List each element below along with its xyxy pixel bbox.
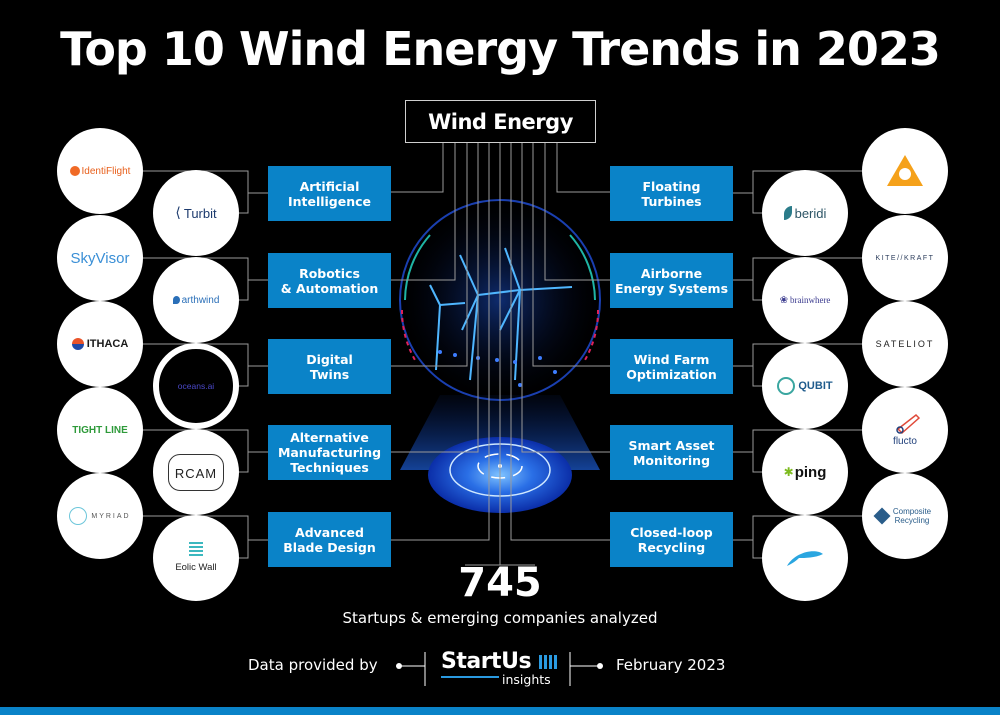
topic-smart-asset-monitoring: Smart Asset Monitoring: [610, 425, 733, 480]
topic-airborne-energy-systems: Airborne Energy Systems: [610, 253, 733, 308]
arthwind-mark-icon: [172, 296, 180, 304]
topic-label: Airborne Energy Systems: [614, 265, 729, 296]
logo-brainwhere: ❀ brainwhere: [762, 257, 848, 343]
qubit-mark-icon: [777, 377, 796, 395]
topic-label: Alternative Manufacturing Techniques: [277, 430, 382, 475]
logo-tight-line: TIGHT LINE: [57, 387, 143, 473]
eolic-wall-mark-icon: [189, 542, 203, 558]
flucto-mark-icon: [896, 413, 920, 434]
topic-closed-loop-recycling: Closed-loop Recycling: [610, 512, 733, 567]
ithaca-mark-icon: [71, 338, 84, 350]
footer-connector-left: [396, 652, 426, 686]
topic-label: Smart Asset Monitoring: [628, 437, 715, 468]
logo-orange-triangle: [862, 128, 948, 214]
logo-skyvisor: SkyVisor: [57, 215, 143, 301]
logo-beridi: beridi: [762, 170, 848, 256]
ping-mark-icon: ✱: [783, 465, 794, 479]
turbit-mark-icon: ⟨: [175, 205, 181, 221]
myriad-mark-icon: [69, 507, 88, 525]
footer: Data provided by StartUs insights Februa…: [0, 649, 1000, 692]
topic-alternative-manufacturing: Alternative Manufacturing Techniques: [268, 425, 391, 480]
logo-ping: ✱ ping: [762, 429, 848, 515]
swoosh-icon: [787, 551, 823, 566]
footer-connector-right: [569, 652, 603, 686]
topic-label: Floating Turbines: [641, 178, 702, 209]
logo-turbit: ⟨ Turbit: [153, 170, 239, 256]
topic-robotics-automation: Robotics & Automation: [268, 253, 391, 308]
brand-underline: [441, 676, 499, 678]
wind-turbine-icon: [429, 247, 573, 381]
logo-eolic-wall: Eolic Wall: [153, 515, 239, 601]
logo-arthwind: arthwind: [153, 257, 239, 343]
report-date: February 2023: [616, 656, 726, 674]
topic-artificial-intelligence: Artificial Intelligence: [268, 166, 391, 221]
topic-label: Robotics & Automation: [280, 265, 379, 296]
bottom-accent-bar: [0, 707, 1000, 715]
logo-ithaca: ITHACA: [57, 301, 143, 387]
page-title: Top 10 Wind Energy Trends in 2023: [60, 22, 941, 76]
logo-oceans-ai: oceans.ai: [153, 343, 239, 429]
logo-identiflight: IdentiFlight: [57, 128, 143, 214]
triangle-logo-icon: [887, 155, 923, 186]
logo-qubit: QUBIT: [762, 343, 848, 429]
logo-composite-recycling: Composite Recycling: [862, 473, 948, 559]
beridi-mark-icon: [783, 206, 792, 220]
topic-label: Wind Farm Optimization: [626, 351, 717, 382]
bar-chart-icon: [539, 655, 557, 669]
topic-floating-turbines: Floating Turbines: [610, 166, 733, 221]
brainwhere-mark-icon: ❀: [779, 294, 788, 306]
data-provided-by: Data provided by: [248, 656, 378, 674]
logo-flucto: flucto: [862, 387, 948, 473]
topic-label: Artificial Intelligence: [287, 178, 372, 209]
brand-name: StartUs: [441, 649, 532, 674]
topic-label: Digital Twins: [306, 351, 353, 382]
logo-myriad: MYRIAD: [57, 473, 143, 559]
identiflight-mark-icon: [69, 166, 80, 176]
topic-digital-twins: Digital Twins: [268, 339, 391, 394]
root-node-wind-energy: Wind Energy: [405, 100, 596, 143]
topic-wind-farm-optimization: Wind Farm Optimization: [610, 339, 733, 394]
startup-count-label: Startups & emerging companies analyzed: [342, 609, 658, 627]
topic-label: Closed-loop Recycling: [630, 524, 713, 555]
startus-insights-logo: StartUs insights: [441, 649, 561, 689]
topic-label: Advanced Blade Design: [283, 524, 376, 555]
logo-blue-swoosh: [762, 515, 848, 601]
logo-kitekraft: KITE//KRAFT: [862, 215, 948, 301]
startup-count: 745: [458, 560, 542, 606]
logo-sateliot: SATELIOT: [862, 301, 948, 387]
topic-advanced-blade-design: Advanced Blade Design: [268, 512, 391, 567]
composite-mark-icon: [873, 507, 891, 525]
brand-sub: insights: [502, 672, 551, 687]
logo-rcam: RCAM: [153, 429, 239, 515]
